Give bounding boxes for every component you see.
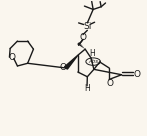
Polygon shape: [65, 55, 78, 69]
Text: H: H: [84, 84, 90, 93]
Text: O: O: [80, 33, 86, 41]
Text: O: O: [8, 53, 15, 62]
Text: O: O: [60, 64, 67, 72]
Text: Abs: Abs: [88, 59, 98, 64]
Text: H: H: [89, 49, 95, 58]
Text: Si: Si: [83, 22, 92, 31]
Text: O: O: [133, 70, 140, 79]
Text: O: O: [107, 79, 114, 88]
